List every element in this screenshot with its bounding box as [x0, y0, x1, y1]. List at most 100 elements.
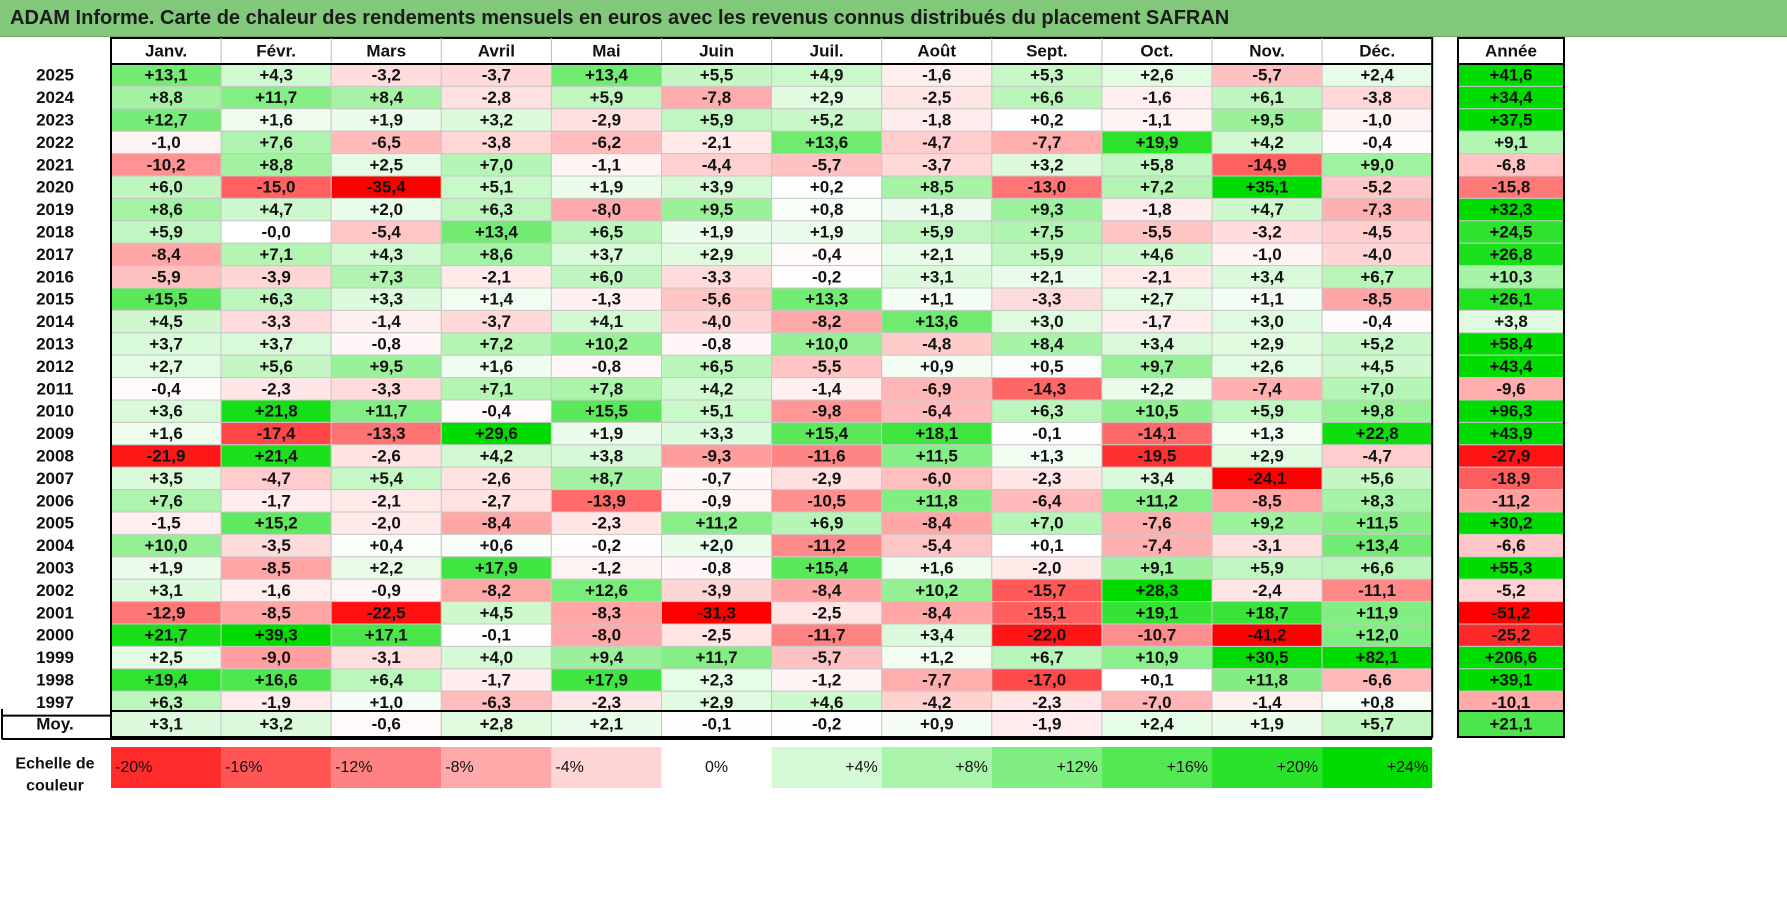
cell-value: +3,8	[590, 447, 624, 466]
year-label: 2016	[36, 267, 74, 286]
cell-value: -8,4	[812, 581, 842, 600]
cell-value: -17,4	[257, 424, 296, 443]
month-header: Déc.	[1359, 42, 1395, 61]
year-total-value: -10,1	[1492, 693, 1531, 712]
cell-value: +6,3	[480, 200, 514, 219]
year-total-value: -18,9	[1492, 469, 1531, 488]
year-total-value: +58,4	[1489, 335, 1533, 354]
average-value: +1,9	[1250, 715, 1284, 734]
cell-value: -15,0	[257, 178, 296, 197]
cell-value: +6,0	[149, 178, 183, 197]
cell-value: +29,6	[475, 424, 518, 443]
cell-value: -0,9	[702, 491, 731, 510]
cell-value: +7,6	[149, 491, 183, 510]
cell-value: -14,9	[1248, 155, 1287, 174]
cell-value: +8,7	[590, 469, 624, 488]
cell-value: -13,0	[1027, 178, 1066, 197]
cell-value: +9,1	[1140, 559, 1174, 578]
cell-value: -6,0	[922, 469, 951, 488]
year-total-header: Année	[1485, 42, 1537, 61]
cell-value: -4,7	[1363, 447, 1392, 466]
scale-step-label: +24%	[1387, 759, 1428, 776]
year-total-value: -51,2	[1492, 603, 1531, 622]
cell-value: -2,3	[1032, 469, 1061, 488]
cell-value: -1,4	[1252, 693, 1282, 712]
cell-value: +7,0	[480, 155, 514, 174]
cell-value: +8,8	[149, 88, 183, 107]
year-label: 2025	[36, 66, 74, 85]
cell-value: +22,8	[1356, 424, 1399, 443]
cell-value: +3,9	[700, 178, 734, 197]
average-cell	[991, 710, 1103, 738]
cell-value: -2,9	[592, 111, 621, 130]
year-total-value: +41,6	[1489, 66, 1532, 85]
year-label: 2009	[36, 424, 74, 443]
cell-value: -11,6	[808, 447, 846, 466]
cell-value: -8,4	[151, 245, 181, 264]
cell-value: +3,7	[259, 335, 293, 354]
cell-value: -4,2	[922, 693, 951, 712]
cell-value: +7,2	[480, 335, 514, 354]
cell-value: -2,7	[482, 491, 511, 510]
cell-value: +1,9	[590, 424, 624, 443]
cell-value: +1,9	[369, 111, 403, 130]
cell-value: +15,4	[805, 424, 849, 443]
year-label: 2005	[36, 514, 74, 533]
cell-value: -1,4	[812, 379, 842, 398]
cell-value: -8,2	[482, 581, 511, 600]
cell-value: -4,7	[262, 469, 291, 488]
year-label: 1998	[36, 671, 74, 690]
cell-value: +4,0	[480, 648, 514, 667]
cell-value: +13,3	[805, 290, 848, 309]
cell-value: +12,7	[145, 111, 188, 130]
cell-value: -22,0	[1027, 626, 1066, 645]
cell-value: +5,2	[1360, 335, 1394, 354]
cell-value: +11,5	[1356, 514, 1398, 533]
scale-swatch	[441, 747, 552, 788]
average-value: -0,6	[372, 715, 401, 734]
cell-value: +15,5	[145, 290, 188, 309]
cell-value: -1,6	[262, 581, 291, 600]
cell-value: +2,1	[1030, 267, 1064, 286]
year-label: 2010	[36, 402, 74, 421]
cell-value: -3,7	[482, 312, 511, 331]
cell-value: +5,3	[1030, 66, 1064, 85]
cell-value: +2,9	[700, 693, 734, 712]
cell-value: -3,1	[1252, 536, 1281, 555]
cell-value: -17,0	[1027, 671, 1066, 690]
scale-step-label: -4%	[555, 759, 583, 776]
cell-value: +2,3	[700, 671, 734, 690]
cell-value: -14,3	[1027, 379, 1066, 398]
cell-value: -1,6	[1142, 88, 1171, 107]
average-total-cell	[1457, 710, 1565, 738]
year-label: 2006	[36, 491, 74, 510]
cell-value: -1,0	[1252, 245, 1281, 264]
cell-value: +7,2	[1140, 178, 1174, 197]
cell-value: -8,5	[1252, 491, 1281, 510]
cell-value: +4,6	[810, 693, 844, 712]
cell-value: -3,3	[1032, 290, 1061, 309]
cell-value: +3,4	[920, 626, 954, 645]
cell-value: -1,1	[1142, 111, 1171, 130]
cell-value: +1,6	[149, 424, 183, 443]
year-label: 2023	[36, 111, 74, 130]
cell-value: -1,7	[1142, 312, 1171, 331]
cell-value: -4,4	[702, 155, 732, 174]
cell-value: -3,7	[482, 66, 511, 85]
cell-value: -4,7	[922, 133, 951, 152]
cell-value: +2,0	[700, 536, 734, 555]
cell-value: +3,3	[700, 424, 734, 443]
scale-step-label: 0%	[705, 759, 728, 776]
cell-value: +5,4	[369, 469, 403, 488]
cell-value: +15,4	[805, 559, 849, 578]
cell-value: +6,0	[590, 267, 624, 286]
cell-value: +4,2	[480, 447, 514, 466]
scale-step-label: +16%	[1167, 759, 1208, 776]
cell-value: -1,8	[922, 111, 951, 130]
cell-value: +2,9	[1250, 447, 1284, 466]
scale-step-label: -16%	[225, 759, 262, 776]
cell-value: +3,6	[149, 402, 183, 421]
cell-value: -0,8	[372, 335, 401, 354]
cell-value: +1,9	[590, 178, 624, 197]
cell-value: +2,9	[1250, 335, 1284, 354]
